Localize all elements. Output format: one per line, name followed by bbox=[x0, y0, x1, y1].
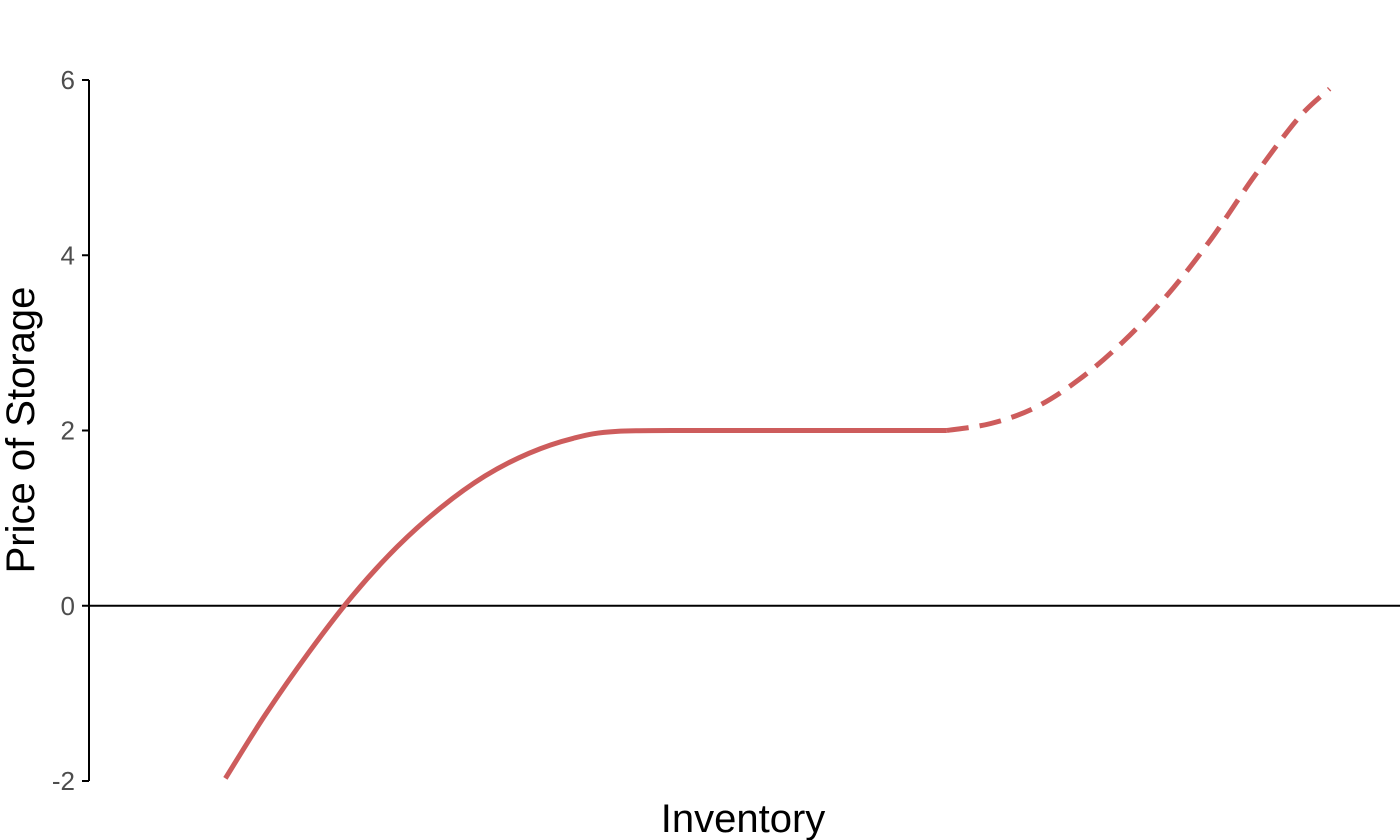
y-tick-label: 4 bbox=[61, 240, 75, 270]
series-line-solid bbox=[223, 427, 947, 780]
y-tick-label: 2 bbox=[61, 416, 75, 446]
y-axis: -2 0 2 4 6 bbox=[52, 65, 90, 796]
y-tick-label: 6 bbox=[61, 65, 75, 95]
series-line-dashed bbox=[946, 86, 1332, 433]
y-tick-label: 0 bbox=[61, 591, 75, 621]
series-group bbox=[223, 86, 1332, 780]
y-ticks: -2 0 2 4 6 bbox=[52, 65, 89, 796]
y-tick-label: -2 bbox=[52, 766, 75, 796]
x-axis-title: Inventory bbox=[661, 797, 826, 840]
y-axis-title: Price of Storage bbox=[0, 287, 43, 574]
